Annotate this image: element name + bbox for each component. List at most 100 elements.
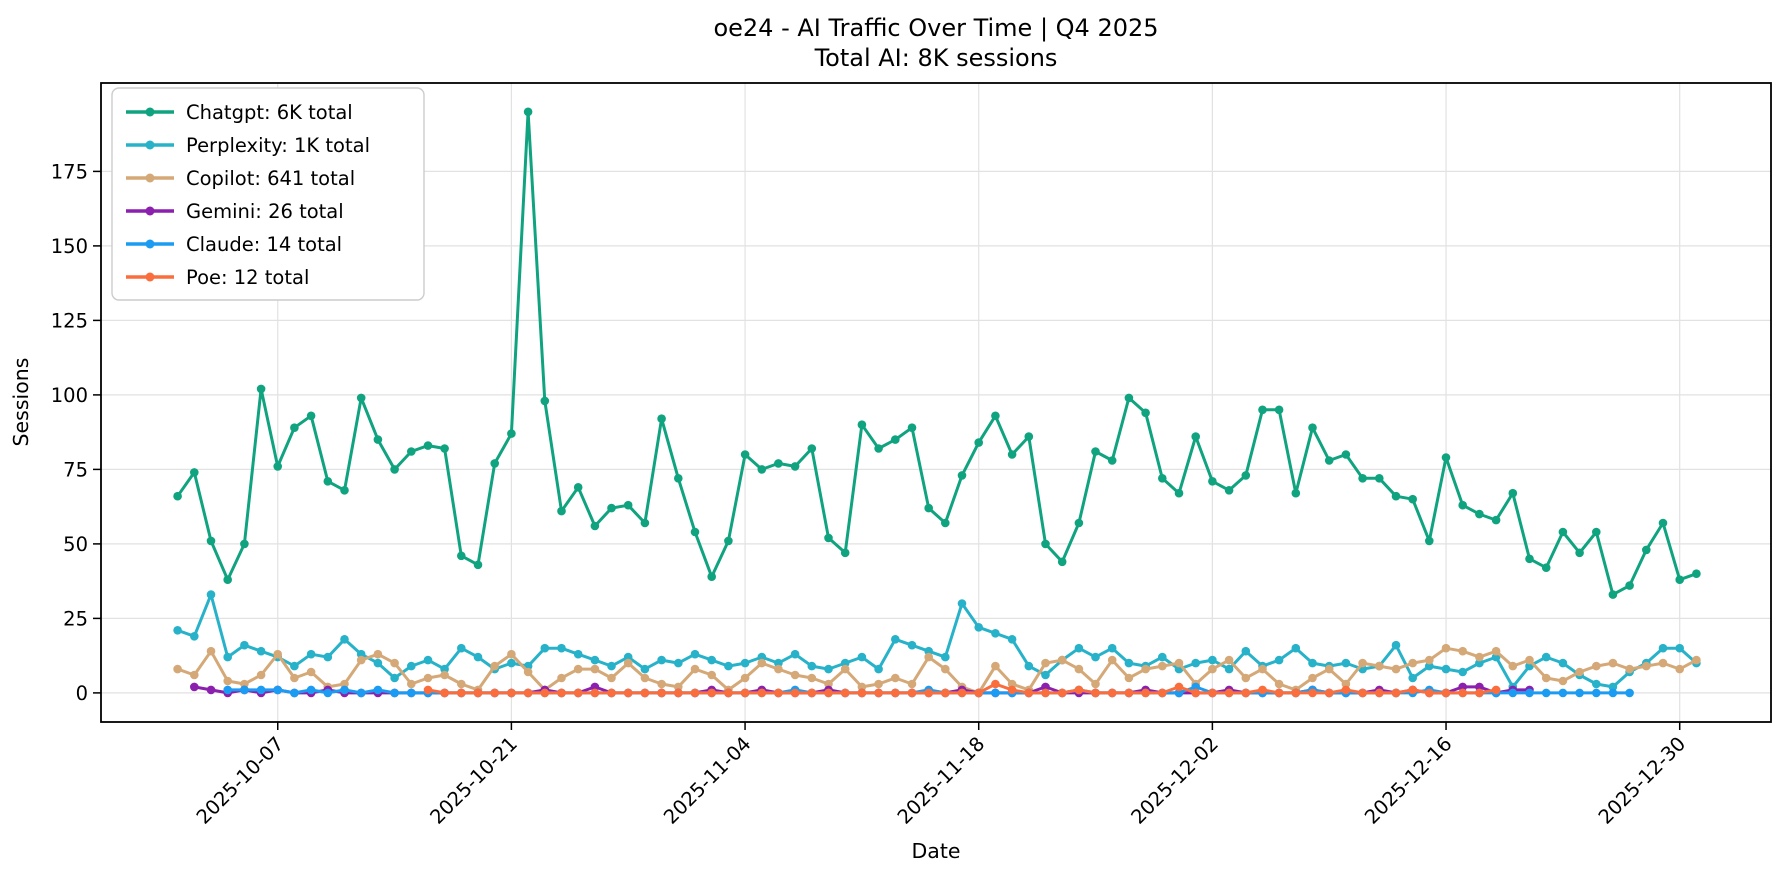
y-tick-label: 150 — [51, 235, 88, 258]
data-point-copilot — [941, 664, 950, 674]
data-point-perplexity — [907, 640, 917, 650]
data-point-copilot — [290, 673, 299, 683]
data-point-copilot — [190, 670, 199, 680]
legend-item-chatgpt: Chatgpt: 6K total — [126, 101, 353, 124]
data-point-perplexity — [290, 661, 299, 671]
y-tick-label: 75 — [63, 458, 88, 481]
data-point-chatgpt — [1692, 569, 1701, 578]
data-point-perplexity — [323, 652, 333, 662]
data-point-chatgpt — [1224, 486, 1234, 495]
data-point-chatgpt — [740, 450, 750, 459]
data-point-copilot — [256, 670, 266, 680]
data-point-chatgpt — [924, 503, 933, 513]
data-point-chatgpt — [623, 500, 633, 510]
data-point-chatgpt — [340, 486, 349, 495]
legend-item-claude: Claude: 14 total — [126, 233, 342, 256]
data-point-poe — [607, 688, 616, 698]
data-point-claude — [323, 688, 333, 698]
legend-label: Poe: 12 total — [186, 266, 309, 289]
data-point-copilot — [1592, 661, 1601, 671]
data-point-copilot — [1208, 664, 1217, 674]
data-point-copilot — [657, 679, 666, 689]
data-point-chatgpt — [757, 465, 767, 474]
data-point-chatgpt — [1425, 536, 1434, 546]
data-point-copilot — [1258, 664, 1267, 674]
data-point-copilot — [340, 679, 349, 689]
data-point-perplexity — [573, 649, 583, 659]
legend-label: Claude: 14 total — [186, 233, 342, 256]
data-point-chatgpt — [907, 423, 917, 433]
legend-item-poe: Poe: 12 total — [126, 266, 309, 289]
data-point-gemini — [190, 682, 199, 692]
data-point-copilot — [774, 664, 783, 674]
data-point-chatgpt — [1291, 488, 1301, 498]
data-point-copilot — [1408, 658, 1417, 668]
data-point-chatgpt — [1458, 500, 1467, 510]
data-point-chatgpt — [1007, 450, 1017, 459]
data-point-chatgpt — [1491, 515, 1501, 525]
data-point-chatgpt — [957, 471, 967, 480]
data-point-poe — [540, 688, 550, 698]
data-point-perplexity — [1041, 670, 1050, 680]
data-point-chatgpt — [323, 477, 333, 486]
series-line-perplexity — [176, 593, 1698, 689]
y-tick-label: 175 — [51, 160, 88, 183]
data-point-poe — [1391, 688, 1401, 698]
data-point-claude — [340, 685, 349, 695]
data-point-perplexity — [1291, 643, 1301, 653]
data-point-perplexity — [590, 655, 600, 665]
data-point-chatgpt — [1041, 539, 1050, 549]
data-point-poe — [1291, 688, 1301, 698]
data-point-copilot — [1308, 673, 1317, 683]
data-point-copilot — [1541, 673, 1551, 683]
data-point-copilot — [507, 649, 516, 659]
data-point-copilot — [1174, 658, 1184, 668]
data-point-copilot — [1525, 655, 1534, 665]
data-point-copilot — [1458, 646, 1467, 656]
data-point-poe — [674, 688, 683, 698]
data-point-copilot — [573, 664, 583, 674]
data-point-poe — [1258, 685, 1267, 695]
data-point-perplexity — [690, 649, 700, 659]
data-point-perplexity — [557, 643, 566, 653]
data-point-perplexity — [1074, 643, 1084, 653]
data-point-perplexity — [240, 640, 249, 650]
legend-marker — [145, 272, 155, 282]
data-point-chatgpt — [1558, 527, 1568, 537]
data-point-perplexity — [1158, 652, 1167, 662]
data-point-chatgpt — [1141, 408, 1150, 418]
data-point-perplexity — [1308, 658, 1317, 668]
data-point-copilot — [1642, 661, 1651, 671]
data-point-claude — [1575, 688, 1584, 698]
data-point-perplexity — [423, 655, 433, 665]
data-point-poe — [1074, 685, 1084, 695]
chart-title: oe24 - AI Traffic Over Time | Q4 2025 — [713, 14, 1158, 42]
data-point-copilot — [1558, 676, 1568, 686]
data-point-copilot — [1425, 655, 1434, 665]
data-point-chatgpt — [1241, 471, 1251, 480]
legend-marker — [145, 140, 155, 150]
data-point-perplexity — [440, 664, 449, 674]
data-point-perplexity — [1091, 652, 1100, 662]
data-point-poe — [1191, 688, 1200, 698]
data-point-perplexity — [840, 658, 850, 668]
legend-label: Copilot: 641 total — [186, 167, 355, 190]
data-point-claude — [223, 685, 232, 695]
data-point-perplexity — [407, 661, 416, 671]
data-point-poe — [957, 688, 967, 698]
data-point-copilot — [407, 679, 416, 689]
data-point-chatgpt — [1258, 405, 1267, 415]
data-point-perplexity — [1475, 658, 1484, 668]
data-point-copilot — [707, 670, 716, 680]
data-point-claude — [1592, 688, 1601, 698]
data-point-claude — [356, 688, 366, 698]
data-point-perplexity — [1658, 643, 1668, 653]
data-point-chatgpt — [874, 444, 883, 453]
data-point-perplexity — [306, 649, 316, 659]
data-point-poe — [1324, 688, 1334, 698]
y-tick-label: 0 — [76, 682, 88, 705]
data-point-poe — [640, 688, 650, 698]
data-point-poe — [440, 688, 449, 698]
data-point-chatgpt — [1324, 456, 1334, 465]
